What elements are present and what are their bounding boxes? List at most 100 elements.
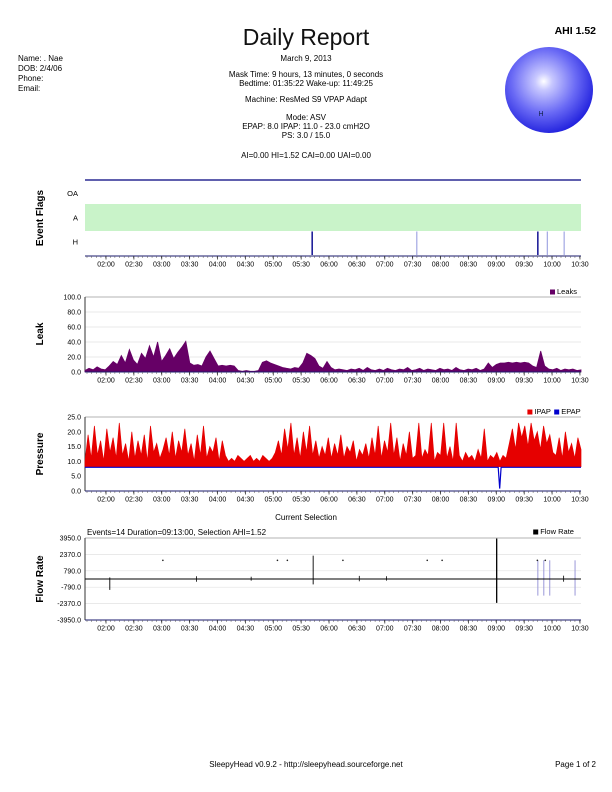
flag-row-label: H bbox=[73, 238, 78, 247]
current-selection-title: Current Selection bbox=[275, 513, 337, 522]
svg-text:06:00: 06:00 bbox=[320, 262, 338, 269]
svg-text:09:30: 09:30 bbox=[515, 626, 533, 633]
svg-text:0.0: 0.0 bbox=[71, 370, 81, 377]
svg-text:IPAP: IPAP bbox=[534, 407, 551, 416]
selection-stats: Events=14 Duration=09:13:00, Selection A… bbox=[87, 528, 267, 537]
svg-text:10:30: 10:30 bbox=[571, 378, 589, 385]
svg-text:07:30: 07:30 bbox=[404, 378, 422, 385]
svg-text:02:30: 02:30 bbox=[125, 497, 143, 504]
svg-text:05:00: 05:00 bbox=[265, 262, 283, 269]
svg-text:09:00: 09:00 bbox=[488, 497, 506, 504]
svg-text:05:30: 05:30 bbox=[292, 626, 310, 633]
svg-text:05:00: 05:00 bbox=[265, 626, 283, 633]
svg-text:04:00: 04:00 bbox=[209, 626, 227, 633]
svg-text:04:30: 04:30 bbox=[237, 497, 255, 504]
svg-text:07:00: 07:00 bbox=[376, 378, 394, 385]
pressure-chart: 25.0 20.0 15.0 10.0 5.0 0.0 IPAP EPAP 02:00 02:30… bbox=[67, 407, 589, 504]
svg-text:40.0: 40.0 bbox=[67, 340, 81, 347]
pie-slice-label: H bbox=[538, 110, 544, 118]
svg-text:08:30: 08:30 bbox=[460, 378, 478, 385]
leak-chart: 100.0 80.0 60.0 40.0 20.0 0.0 Leaks 02:00 02:30 0… bbox=[63, 287, 589, 385]
svg-text:03:00: 03:00 bbox=[153, 497, 171, 504]
svg-text:-790.0: -790.0 bbox=[61, 585, 81, 592]
svg-text:100.0: 100.0 bbox=[63, 295, 81, 302]
svg-text:09:00: 09:00 bbox=[488, 626, 506, 633]
patient-dob: DOB: 2/4/06 bbox=[18, 64, 63, 73]
svg-text:02:30: 02:30 bbox=[125, 626, 143, 633]
svg-text:80.0: 80.0 bbox=[67, 310, 81, 317]
ahi-label: AHI 1.52 bbox=[554, 25, 596, 37]
patient-phone: Phone: bbox=[18, 74, 44, 83]
svg-text:02:00: 02:00 bbox=[97, 262, 115, 269]
svg-text:10:30: 10:30 bbox=[571, 262, 589, 269]
svg-text:04:30: 04:30 bbox=[237, 378, 255, 385]
svg-text:20.0: 20.0 bbox=[67, 355, 81, 362]
svg-text:04:00: 04:00 bbox=[209, 378, 227, 385]
bedtime-wakeup: Bedtime: 01:35:22 Wake-up: 11:49:25 bbox=[239, 79, 373, 88]
svg-text:09:30: 09:30 bbox=[515, 378, 533, 385]
svg-text:03:00: 03:00 bbox=[153, 626, 171, 633]
apnea-band bbox=[85, 204, 581, 231]
svg-text:08:30: 08:30 bbox=[460, 262, 478, 269]
svg-text:02:30: 02:30 bbox=[125, 262, 143, 269]
svg-text:05:30: 05:30 bbox=[292, 262, 310, 269]
svg-text:03:00: 03:00 bbox=[153, 378, 171, 385]
svg-text:07:30: 07:30 bbox=[404, 497, 422, 504]
svg-text:09:00: 09:00 bbox=[488, 262, 506, 269]
flow-dot bbox=[342, 559, 344, 562]
svg-text:08:00: 08:00 bbox=[432, 262, 450, 269]
svg-text:07:00: 07:00 bbox=[376, 626, 394, 633]
svg-text:10:30: 10:30 bbox=[571, 497, 589, 504]
svg-text:05:00: 05:00 bbox=[265, 497, 283, 504]
svg-text:02:00: 02:00 bbox=[97, 378, 115, 385]
machine-info: Machine: ResMed S9 VPAP Adapt bbox=[245, 95, 367, 104]
svg-text:03:30: 03:30 bbox=[181, 626, 199, 633]
svg-text:06:00: 06:00 bbox=[320, 497, 338, 504]
ps-settings: PS: 3.0 / 15.0 bbox=[281, 131, 331, 140]
svg-text:20.0: 20.0 bbox=[67, 429, 81, 436]
svg-text:07:30: 07:30 bbox=[404, 626, 422, 633]
flow-dot bbox=[286, 559, 289, 562]
svg-text:06:30: 06:30 bbox=[348, 378, 366, 385]
svg-text:5.0: 5.0 bbox=[71, 474, 81, 481]
svg-text:25.0: 25.0 bbox=[67, 415, 81, 422]
svg-text:09:30: 09:30 bbox=[515, 497, 533, 504]
svg-text:04:30: 04:30 bbox=[237, 626, 255, 633]
svg-text:09:00: 09:00 bbox=[488, 378, 506, 385]
svg-text:790.0: 790.0 bbox=[63, 568, 81, 575]
svg-text:03:30: 03:30 bbox=[181, 262, 199, 269]
epap-series bbox=[85, 466, 581, 489]
svg-text:07:00: 07:00 bbox=[376, 497, 394, 504]
flow-dot bbox=[544, 559, 547, 562]
patient-name: Name: . Nae bbox=[18, 54, 63, 63]
svg-text:08:30: 08:30 bbox=[460, 626, 478, 633]
svg-text:04:00: 04:00 bbox=[209, 262, 227, 269]
svg-text:04:30: 04:30 bbox=[237, 262, 255, 269]
flag-row-label: A bbox=[73, 214, 78, 223]
mode-info: Mode: ASV bbox=[285, 113, 327, 122]
pressure-settings: EPAP: 8.0 IPAP: 11.0 - 23.0 cmH2O bbox=[242, 122, 370, 131]
svg-text:05:00: 05:00 bbox=[265, 378, 283, 385]
footer-page-number: Page 1 of 2 bbox=[555, 760, 596, 769]
mask-time: Mask Time: 9 hours, 13 minutes, 0 second… bbox=[228, 70, 384, 79]
svg-text:03:30: 03:30 bbox=[181, 378, 199, 385]
svg-text:09:30: 09:30 bbox=[515, 262, 533, 269]
svg-text:-2370.0: -2370.0 bbox=[57, 601, 81, 608]
svg-text:Flow Rate: Flow Rate bbox=[540, 527, 574, 536]
svg-text:60.0: 60.0 bbox=[67, 325, 81, 332]
svg-text:08:30: 08:30 bbox=[460, 497, 478, 504]
svg-text:07:00: 07:00 bbox=[376, 262, 394, 269]
footer-app-info: SleepyHead v0.9.2 - http://sleepyhead.so… bbox=[209, 760, 403, 769]
event-flags-chart: OA A H 02:00 02:30 03:00 03:30 04:00 04:30 05:00 0… bbox=[67, 179, 589, 269]
svg-text:06:30: 06:30 bbox=[348, 497, 366, 504]
svg-text:02:00: 02:00 bbox=[97, 626, 115, 633]
svg-text:02:00: 02:00 bbox=[97, 497, 115, 504]
flow-dot bbox=[536, 559, 539, 562]
svg-text:03:00: 03:00 bbox=[153, 262, 171, 269]
svg-text:08:00: 08:00 bbox=[432, 497, 450, 504]
svg-text:10:30: 10:30 bbox=[571, 626, 589, 633]
svg-text:10:00: 10:00 bbox=[543, 378, 561, 385]
flow-dot bbox=[426, 559, 429, 562]
svg-text:Leaks: Leaks bbox=[557, 287, 577, 296]
